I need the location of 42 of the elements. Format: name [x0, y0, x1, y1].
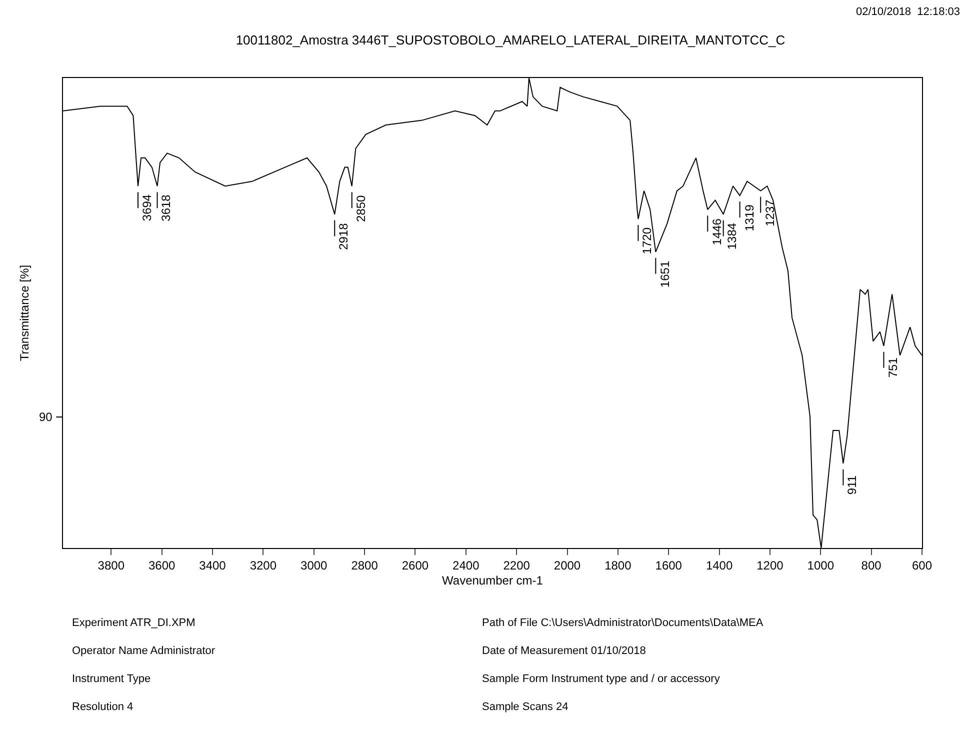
x-tick-label: 1000: [807, 558, 834, 572]
x-tick-label: 2000: [554, 558, 581, 572]
x-tick-label: 1200: [756, 558, 784, 572]
chart-title: 10011802_Amostra 3446T_SUPOSTOBOLO_AMARELO_LATERAL_DIREITA_MANTOTCC_C: [236, 32, 786, 48]
x-tick-label: 3800: [98, 558, 125, 572]
x-tick-label: 600: [912, 558, 932, 572]
annotation: 911: [844, 475, 859, 495]
annotation: 1446: [710, 218, 724, 246]
text: Instrument Type: [72, 673, 151, 685]
text: Resolution 4: [72, 701, 134, 713]
annotation: 1319: [742, 204, 756, 232]
x-tick-label: 3400: [199, 558, 226, 572]
text: Operator Name Administrator: [72, 645, 216, 657]
x-tick-label: 1600: [655, 558, 682, 572]
annotation: 1384: [725, 222, 740, 250]
annotation: 1651: [658, 260, 672, 288]
x-tick-label: 800: [861, 558, 882, 572]
text: Sample Form Instrument type and / or accessory: [482, 673, 720, 685]
text: Date of Measurement 01/10/2018: [482, 645, 646, 657]
annotation: 1720: [640, 227, 654, 254]
x-tick-label: 3200: [250, 558, 277, 572]
x-tick-label: 1400: [706, 558, 733, 572]
x-tick-label: 2400: [452, 558, 480, 572]
text: Path of File C:\Users\Administrator\Documents\Data\MEA: [482, 617, 764, 629]
x-tick-label: 2600: [402, 558, 429, 572]
x-tick-label: 3000: [300, 558, 328, 572]
annotation: 2918: [336, 222, 350, 250]
x-tick-label: 1800: [604, 558, 632, 572]
annotation: 751: [886, 357, 900, 378]
text: 90: [39, 410, 53, 424]
annotation: 1237: [762, 199, 777, 226]
text: 02/10/2018 12:18:03: [856, 6, 960, 18]
text: Experiment ATR_DI.XPM: [72, 617, 196, 629]
annotation: 3694: [140, 194, 154, 222]
x-tick-label: 2800: [351, 558, 378, 572]
text: Sample Scans 24: [482, 701, 568, 713]
x-axis-title: Wavenumber cm-1: [442, 573, 544, 588]
y-axis-title: Transmittance [%]: [17, 264, 32, 362]
annotation: 2850: [354, 194, 368, 222]
x-tick-label: 2200: [503, 558, 530, 572]
annotation: 3618: [159, 194, 174, 222]
x-tick-label: 3600: [148, 558, 176, 572]
